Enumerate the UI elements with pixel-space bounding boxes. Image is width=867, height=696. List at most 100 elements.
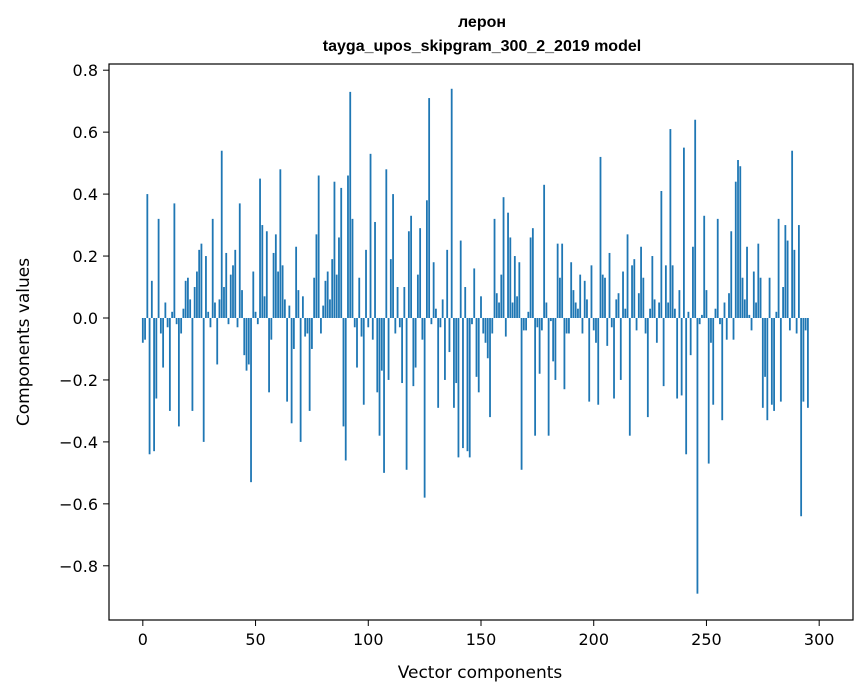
bar	[689, 317, 692, 356]
bar	[412, 317, 415, 387]
bar	[509, 237, 512, 318]
bar	[633, 259, 636, 318]
bar	[295, 246, 298, 318]
bar	[252, 271, 255, 318]
x-tick-label: 0	[138, 630, 148, 649]
bar	[619, 317, 622, 380]
bar	[259, 178, 261, 318]
bar	[333, 181, 336, 318]
bar	[290, 317, 293, 424]
bar	[491, 317, 494, 334]
bar	[613, 317, 615, 399]
bar	[437, 317, 440, 408]
bar	[455, 317, 458, 384]
bar	[667, 302, 670, 318]
bar	[198, 249, 201, 318]
bar	[360, 317, 363, 337]
x-axis-ticks: 0 50 100 150 200 250 300	[138, 620, 834, 649]
bar	[590, 265, 593, 318]
bar	[779, 317, 782, 402]
bar	[529, 237, 532, 318]
bar	[502, 197, 505, 318]
bar	[448, 317, 451, 353]
bar	[241, 290, 243, 318]
bar	[347, 175, 349, 318]
bar	[421, 317, 424, 340]
bar	[660, 191, 663, 318]
bar	[261, 225, 264, 318]
bar	[480, 296, 482, 318]
bar	[800, 317, 803, 517]
bar	[157, 218, 160, 318]
bar	[180, 317, 183, 334]
bar	[692, 246, 694, 318]
bar	[597, 317, 600, 405]
bar	[748, 314, 751, 318]
bar	[595, 317, 597, 343]
bar	[617, 293, 620, 318]
bar	[741, 277, 744, 318]
bar	[335, 274, 338, 318]
bar	[581, 317, 584, 334]
bar	[802, 317, 805, 402]
bar	[236, 317, 239, 328]
bar	[250, 317, 252, 483]
bar	[385, 169, 388, 318]
bar	[214, 302, 216, 318]
bar	[462, 317, 464, 449]
bar	[746, 246, 748, 318]
bar	[301, 296, 304, 318]
bar	[268, 317, 270, 393]
bar	[658, 302, 661, 318]
bar	[189, 299, 192, 318]
bar	[721, 317, 724, 421]
chart-subtitle: tayga_upos_skipgram_300_2_2019 model	[323, 38, 641, 55]
bar	[545, 302, 548, 318]
bar	[225, 252, 228, 318]
bar	[655, 317, 658, 343]
bar	[459, 240, 462, 318]
bar	[430, 317, 433, 325]
bar	[227, 317, 230, 325]
bar	[162, 317, 165, 368]
x-tick-label: 250	[691, 630, 722, 649]
bar	[651, 256, 654, 318]
bar	[782, 287, 785, 318]
bar	[270, 317, 273, 340]
bar	[685, 317, 688, 455]
y-tick-label: −0.4	[59, 433, 98, 452]
bar	[586, 299, 588, 318]
bar	[549, 317, 552, 322]
bar	[196, 271, 198, 318]
bar	[493, 218, 496, 318]
bar	[649, 308, 651, 318]
bar	[277, 271, 279, 318]
bar	[150, 280, 153, 318]
bar	[662, 317, 665, 387]
bar	[297, 290, 300, 318]
bar	[403, 287, 406, 318]
bar	[407, 231, 410, 318]
bar	[159, 317, 162, 334]
bar	[504, 317, 507, 337]
bar	[211, 218, 214, 318]
bar	[563, 317, 566, 390]
bar	[292, 317, 295, 349]
bar	[631, 265, 633, 318]
bar	[444, 317, 446, 380]
bar	[513, 256, 516, 318]
bar	[484, 317, 487, 343]
bar	[200, 243, 203, 318]
bar	[804, 317, 807, 331]
bar	[507, 212, 509, 318]
bar	[168, 317, 171, 411]
bar	[371, 317, 374, 340]
y-tick-label: 0.4	[73, 185, 98, 204]
bar	[464, 287, 467, 318]
bar	[777, 218, 780, 318]
bar	[392, 194, 394, 318]
bar	[687, 311, 690, 318]
bar	[516, 296, 518, 318]
bar	[254, 311, 257, 318]
bar	[755, 302, 757, 318]
